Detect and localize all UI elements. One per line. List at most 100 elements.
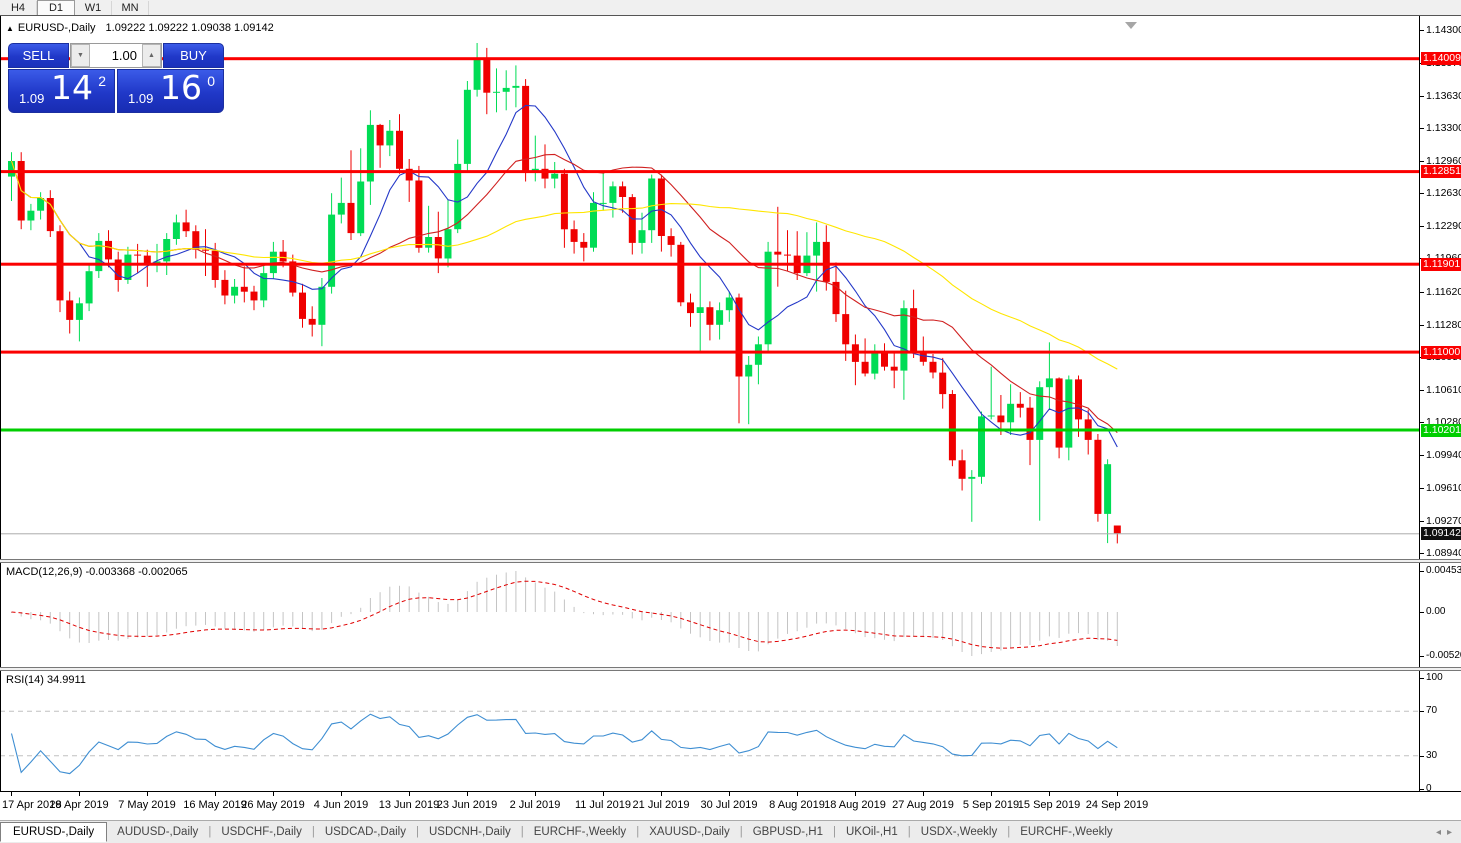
tab-separator: | <box>208 826 212 838</box>
date-tick-mark <box>147 792 148 796</box>
axis-price-label: 70 <box>1426 705 1438 716</box>
date-tick-mark <box>1049 792 1050 796</box>
timeframe-button-d1[interactable]: D1 <box>37 0 75 15</box>
axis-price-label: 1.10610 <box>1426 384 1461 396</box>
level-price-label[interactable]: 1.14009 <box>1421 52 1461 65</box>
date-tick-mark <box>273 792 274 796</box>
chart-tab-audusd[interactable]: AUDUSD-,Daily <box>117 826 199 838</box>
axis-tick-mark <box>1420 455 1424 456</box>
toolbar-divider <box>0 15 1461 16</box>
collapse-arrow-icon[interactable]: ▲ <box>6 24 14 33</box>
tab-separator: | <box>415 826 419 838</box>
chart-title: ▲ EURUSD-,Daily 1.09222 1.09222 1.09038 1.… <box>6 22 274 34</box>
horizontal-level-line[interactable] <box>0 350 1419 354</box>
macd-histogram <box>11 571 1118 656</box>
timeframe-toolbar: H4 D1 W1 MN <box>0 0 1461 16</box>
chart-tab-xauusd[interactable]: XAUUSD-,Daily <box>649 826 730 838</box>
level-price-label[interactable]: 1.10201 <box>1421 424 1461 437</box>
rsi-panel[interactable]: RSI(14) 34.9911 <box>0 671 1419 791</box>
axis-tick-mark <box>1420 678 1424 679</box>
date-label: 11 Jul 2019 <box>574 799 632 811</box>
date-label: 15 Sep 2019 <box>1017 799 1081 811</box>
date-label: 24 Sep 2019 <box>1085 799 1149 811</box>
horizontal-level-line[interactable] <box>0 262 1419 266</box>
sell-price-display[interactable]: 1.09 14 2 <box>8 68 115 113</box>
date-label: 18 Aug 2019 <box>824 799 886 811</box>
price-chart-canvas[interactable] <box>0 16 1419 559</box>
chart-tab-usdcnh[interactable]: USDCNH-,Daily <box>428 826 511 838</box>
current-price-line <box>0 533 1419 535</box>
date-label: 17 Apr 2019 <box>2 799 62 811</box>
chart-tab-eurchf[interactable]: EURCHF-,Weekly <box>533 826 627 838</box>
tab-scroll-left-icon[interactable]: ◂ <box>1435 826 1441 838</box>
axis-price-label: 1.14300 <box>1426 24 1461 36</box>
chart-tab-usdchf[interactable]: USDCHF-,Daily <box>221 826 302 838</box>
buy-price-big: 16 <box>160 68 202 107</box>
price-axis[interactable]: 1.143001.139701.136301.133001.129601.126… <box>1419 16 1461 794</box>
axis-tick-mark <box>1420 612 1424 613</box>
axis-tick-mark <box>1420 292 1424 293</box>
chart-tab-eurchf[interactable]: EURCHF-,Weekly <box>1020 826 1113 838</box>
timeframe-button-w1[interactable]: W1 <box>75 1 112 15</box>
chart-tab-gbpusd[interactable]: GBPUSD-,H1 <box>752 826 823 838</box>
volume-decrease-button[interactable]: ▼ <box>71 44 90 67</box>
tab-separator: | <box>636 826 640 838</box>
axis-price-label: 0.00 <box>1426 606 1446 617</box>
axis-tick-mark <box>1420 711 1424 712</box>
chart-tab-usdx[interactable]: USDX-,Weekly <box>920 826 998 838</box>
scroll-to-end-marker-icon[interactable] <box>1125 22 1137 29</box>
axis-tick-mark <box>1420 521 1424 522</box>
date-label: 5 Sep 2019 <box>962 799 1020 811</box>
axis-tick-mark <box>1420 422 1424 423</box>
date-axis[interactable]: 17 Apr 2019 28 Apr 2019 7 May 2019 16 May 2… <box>0 791 1461 820</box>
buy-button[interactable]: BUY <box>163 43 224 68</box>
axis-price-label: 100 <box>1426 672 1443 683</box>
sell-button[interactable]: SELL <box>8 43 69 68</box>
level-price-label[interactable]: 1.11000 <box>1421 346 1461 359</box>
tab-scroll-right-icon[interactable]: ▸ <box>1446 826 1452 838</box>
date-label: 4 Jun 2019 <box>313 799 369 811</box>
axis-tick-mark <box>1420 325 1424 326</box>
date-label: 13 Jun 2019 <box>378 799 440 811</box>
tab-separator: | <box>311 826 315 838</box>
up-arrow-icon: ▲ <box>148 52 155 59</box>
timeframe-button-mn[interactable]: MN <box>112 1 149 15</box>
horizontal-level-line[interactable] <box>0 57 1419 61</box>
horizontal-level-line[interactable] <box>0 428 1419 432</box>
macd-label: MACD(12,26,9) -0.003368 -0.002065 <box>6 566 188 578</box>
axis-tick-mark <box>1420 390 1424 391</box>
axis-price-label: -0.005205 <box>1426 650 1461 661</box>
axis-tick-mark <box>1420 30 1424 31</box>
date-tick-mark <box>855 792 856 796</box>
timeframe-button-h4[interactable]: H4 <box>0 1 37 15</box>
price-chart-panel[interactable]: ▲ EURUSD-,Daily 1.09222 1.09222 1.09038 1.… <box>0 16 1419 559</box>
date-tick-mark <box>11 792 12 796</box>
tab-separator: | <box>907 826 911 838</box>
chart-tab-eurusd[interactable]: EURUSD-,Daily <box>0 821 108 842</box>
macd-canvas <box>11 571 1118 656</box>
date-label: 26 May 2019 <box>241 799 305 811</box>
level-price-label[interactable]: 1.12851 <box>1421 165 1461 178</box>
axis-price-label: 30 <box>1426 750 1438 761</box>
chart-tab-ukoil[interactable]: UKOil-,H1 <box>846 826 898 838</box>
panel-splitter[interactable] <box>0 667 1461 671</box>
date-tick-mark <box>603 792 604 796</box>
date-label: 8 Aug 2019 <box>769 799 825 811</box>
macd-panel[interactable]: MACD(12,26,9) -0.003368 -0.002065 <box>0 563 1419 667</box>
panel-splitter[interactable] <box>0 559 1461 563</box>
date-label: 27 Aug 2019 <box>892 799 954 811</box>
axis-price-label: 0 <box>1426 783 1432 794</box>
chart-tab-usdcad[interactable]: USDCAD-,Daily <box>324 826 406 838</box>
sell-price-big: 14 <box>51 68 93 107</box>
date-tick-mark <box>991 792 992 796</box>
volume-increase-button[interactable]: ▲ <box>142 44 161 67</box>
volume-input[interactable]: 1.00 <box>111 48 137 63</box>
level-price-label[interactable]: 1.11901 <box>1421 258 1461 271</box>
buy-price-display[interactable]: 1.09 16 0 <box>117 68 224 113</box>
ohlc-values: 1.09222 1.09222 1.09038 1.09142 <box>105 22 274 34</box>
rsi-canvas <box>0 710 1419 775</box>
date-tick-mark <box>341 792 342 796</box>
horizontal-level-line[interactable] <box>0 170 1419 174</box>
axis-tick-mark <box>1420 161 1424 162</box>
date-tick-mark <box>79 792 80 796</box>
